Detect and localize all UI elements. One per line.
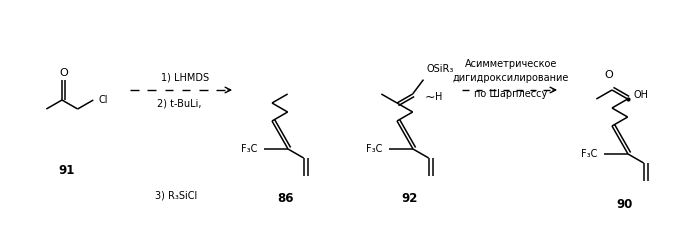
- Text: Асимметрическое: Асимметрическое: [465, 59, 557, 69]
- Text: 91: 91: [59, 164, 75, 177]
- Text: F₃C: F₃C: [366, 144, 383, 154]
- Text: F₃C: F₃C: [241, 144, 257, 154]
- Text: OSiR₃: OSiR₃: [426, 63, 454, 74]
- Text: 86: 86: [276, 191, 293, 205]
- Text: O: O: [59, 68, 68, 78]
- Text: 92: 92: [402, 191, 418, 205]
- Text: 2) t-BuLi,: 2) t-BuLi,: [157, 99, 202, 109]
- Text: ~: ~: [424, 90, 435, 104]
- Text: 90: 90: [617, 198, 633, 211]
- Text: 1) LHMDS: 1) LHMDS: [161, 73, 209, 83]
- Text: по Шарплессу: по Шарплессу: [475, 89, 548, 99]
- Text: 3) R₃SiCl: 3) R₃SiCl: [156, 190, 198, 200]
- Text: O: O: [604, 70, 614, 80]
- Text: H: H: [435, 92, 442, 102]
- Text: F₃C: F₃C: [581, 149, 597, 159]
- Text: дигидроксилирование: дигидроксилирование: [453, 73, 569, 83]
- Text: OH: OH: [634, 90, 648, 100]
- Text: Cl: Cl: [98, 95, 107, 105]
